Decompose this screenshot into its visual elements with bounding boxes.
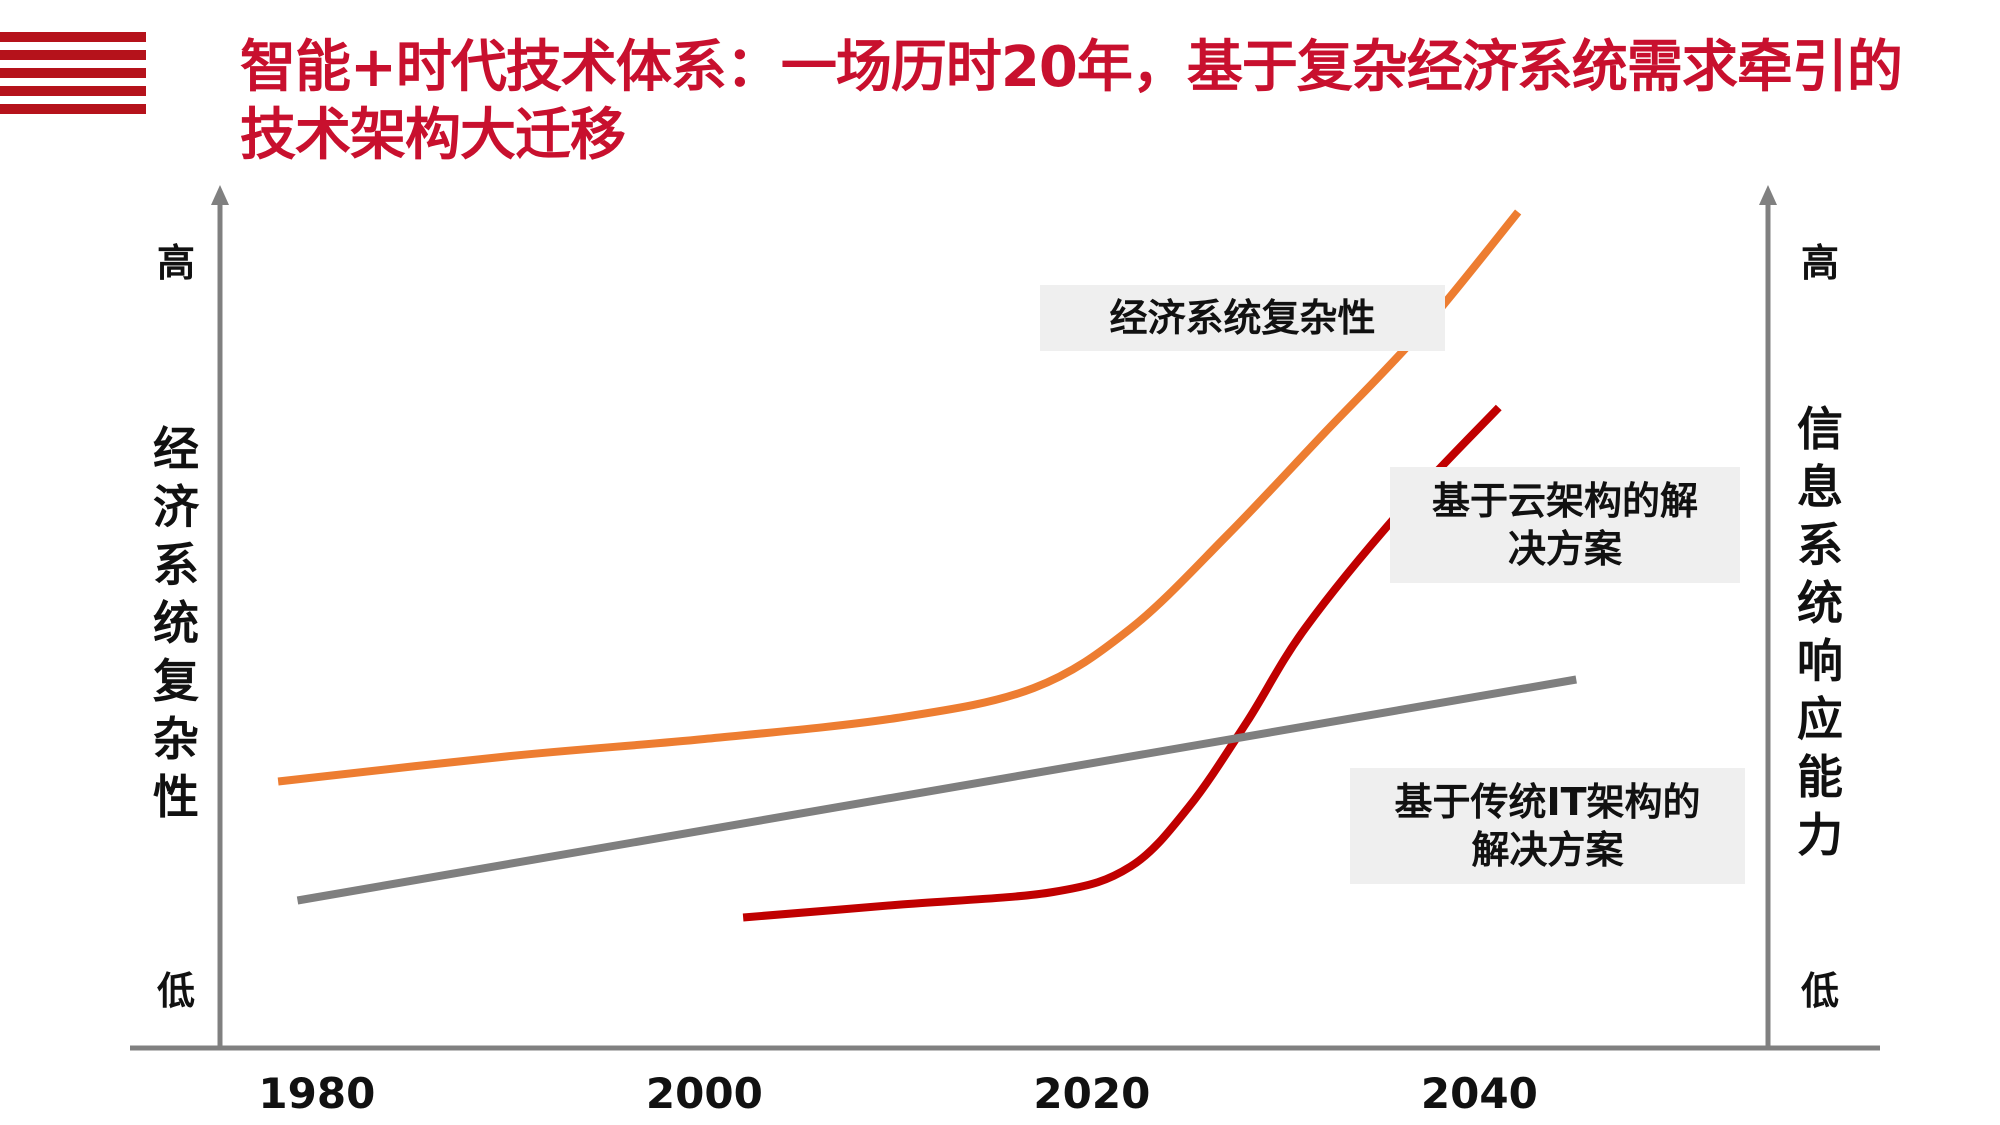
series-label-cloud: 基于云架构的解决方案 — [1390, 467, 1740, 583]
right-y-axis-arrow — [1759, 185, 1777, 205]
x-tick-label-2000: 2000 — [646, 1069, 763, 1118]
left-axis-label: 经济系统复杂性 — [153, 422, 199, 824]
left-axis-high-label: 高 — [156, 241, 195, 285]
series-label-traditional: 基于传统IT架构的解决方案 — [1350, 768, 1745, 884]
left-axis-low-label: 低 — [156, 969, 195, 1013]
right-axis-low-label: 低 — [1800, 969, 1839, 1013]
logo-stripes — [0, 32, 146, 116]
series-line-traditional — [296, 675, 1577, 905]
series-line-cloud — [742, 404, 1502, 922]
slide-title: 智能+时代技术体系：一场历时20年，基于复杂经济系统需求牵引的技术架构大迁移 — [240, 35, 1903, 168]
left-y-axis-arrow — [211, 185, 229, 205]
x-tick-label-1980: 1980 — [258, 1069, 375, 1118]
right-axis-label: 信息系统响应能力 — [1797, 402, 1843, 862]
x-tick-label-2040: 2040 — [1421, 1069, 1538, 1118]
right-axis-high-label: 高 — [1800, 241, 1839, 285]
series-label-economy: 经济系统复杂性 — [1040, 285, 1445, 351]
series-line-economy — [277, 209, 1522, 786]
x-tick-label-2020: 2020 — [1033, 1069, 1150, 1118]
